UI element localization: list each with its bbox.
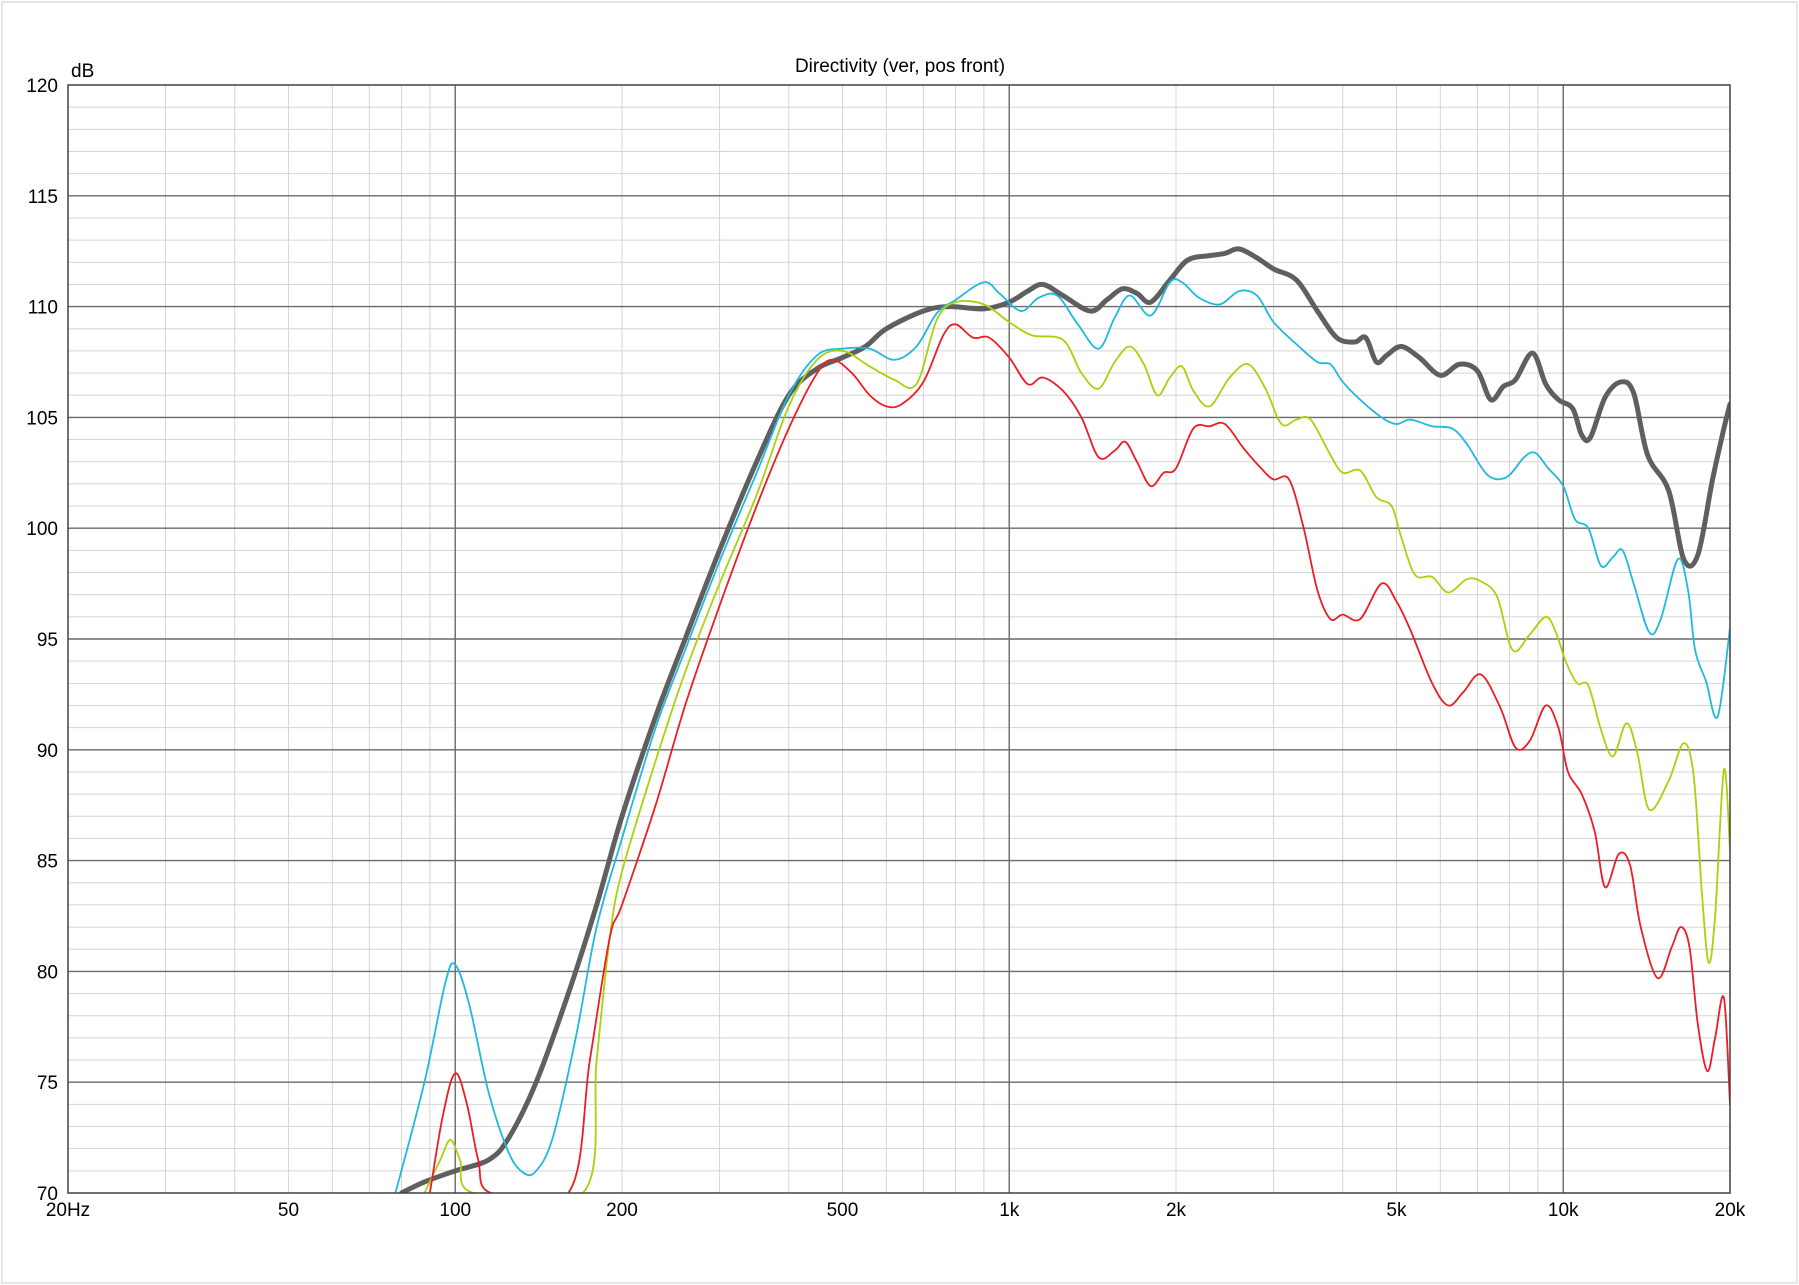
x-tick-label: 500 <box>827 1200 859 1221</box>
x-tick-label: 5k <box>1386 1200 1407 1221</box>
series-line-4 <box>428 323 1730 1193</box>
series-layer <box>394 246 1730 1193</box>
x-tick-label: 10k <box>1548 1200 1579 1221</box>
plot-area-border <box>67 84 1731 1194</box>
y-tick-label: 85 <box>37 852 58 873</box>
major-grid <box>68 85 1730 1193</box>
y-tick-label: 120 <box>26 76 58 97</box>
y-axis-unit: dB <box>71 61 94 82</box>
y-tick-label: 90 <box>37 741 58 762</box>
y-tick-label: 115 <box>28 187 58 208</box>
x-tick-label: 1k <box>999 1200 1020 1221</box>
x-tick-label: 20k <box>1715 1200 1746 1221</box>
y-tick-label: 70 <box>37 1184 58 1205</box>
chart-title: Directivity (ver, pos front) <box>795 56 1005 77</box>
y-tick-labels: 120 115 110 105 100 95 90 85 80 75 70 <box>26 76 58 1205</box>
x-tick-label: 50 <box>278 1200 299 1221</box>
x-tick-label: 20Hz <box>46 1200 90 1221</box>
y-tick-label: 100 <box>26 519 58 540</box>
x-tick-label: 100 <box>439 1200 471 1221</box>
x-tick-label: 2k <box>1166 1200 1187 1221</box>
series-line-2 <box>394 278 1730 1193</box>
y-tick-label: 105 <box>26 408 58 429</box>
x-tick-labels: 20Hz 50 100 200 500 1k 2k 5k 10k 20k <box>46 1200 1746 1221</box>
y-tick-label: 95 <box>37 630 58 651</box>
series-line-1 <box>399 246 1730 1193</box>
series-line-3 <box>423 299 1730 1193</box>
y-tick-label: 110 <box>28 298 58 319</box>
y-tick-label: 80 <box>37 962 58 983</box>
y-tick-label: 75 <box>37 1073 58 1094</box>
x-tick-label: 200 <box>606 1200 638 1221</box>
